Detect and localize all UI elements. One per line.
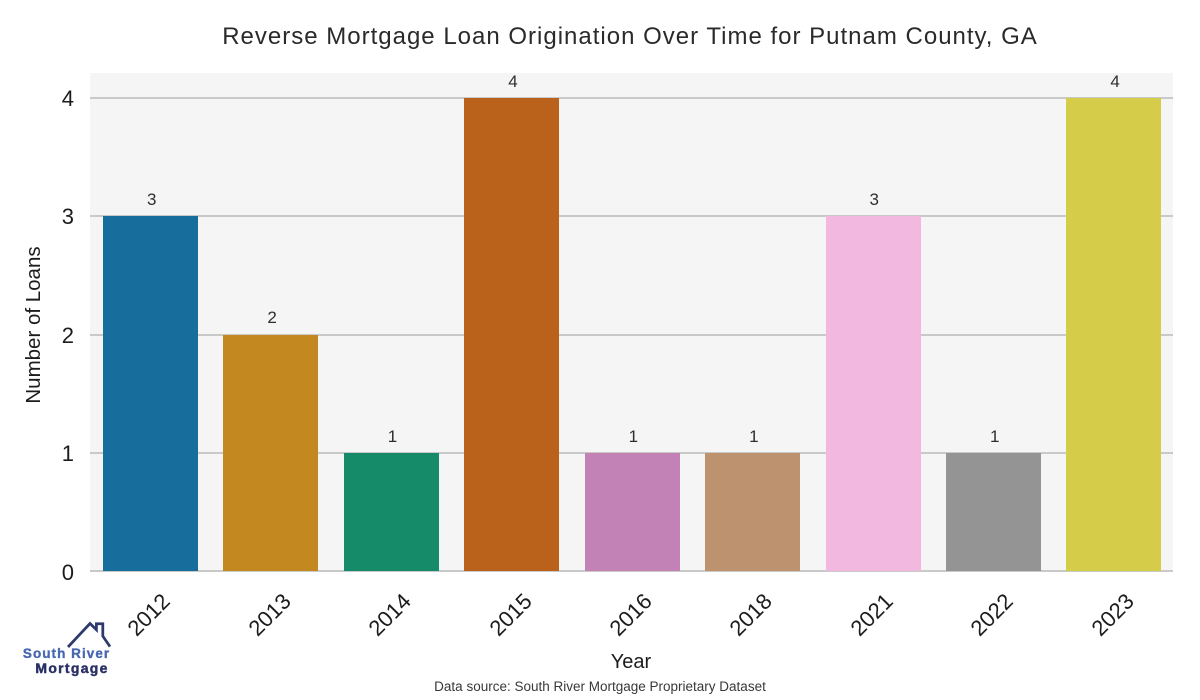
svg-text:South River: South River [23, 646, 110, 661]
svg-text:Mortgage: Mortgage [35, 660, 108, 676]
